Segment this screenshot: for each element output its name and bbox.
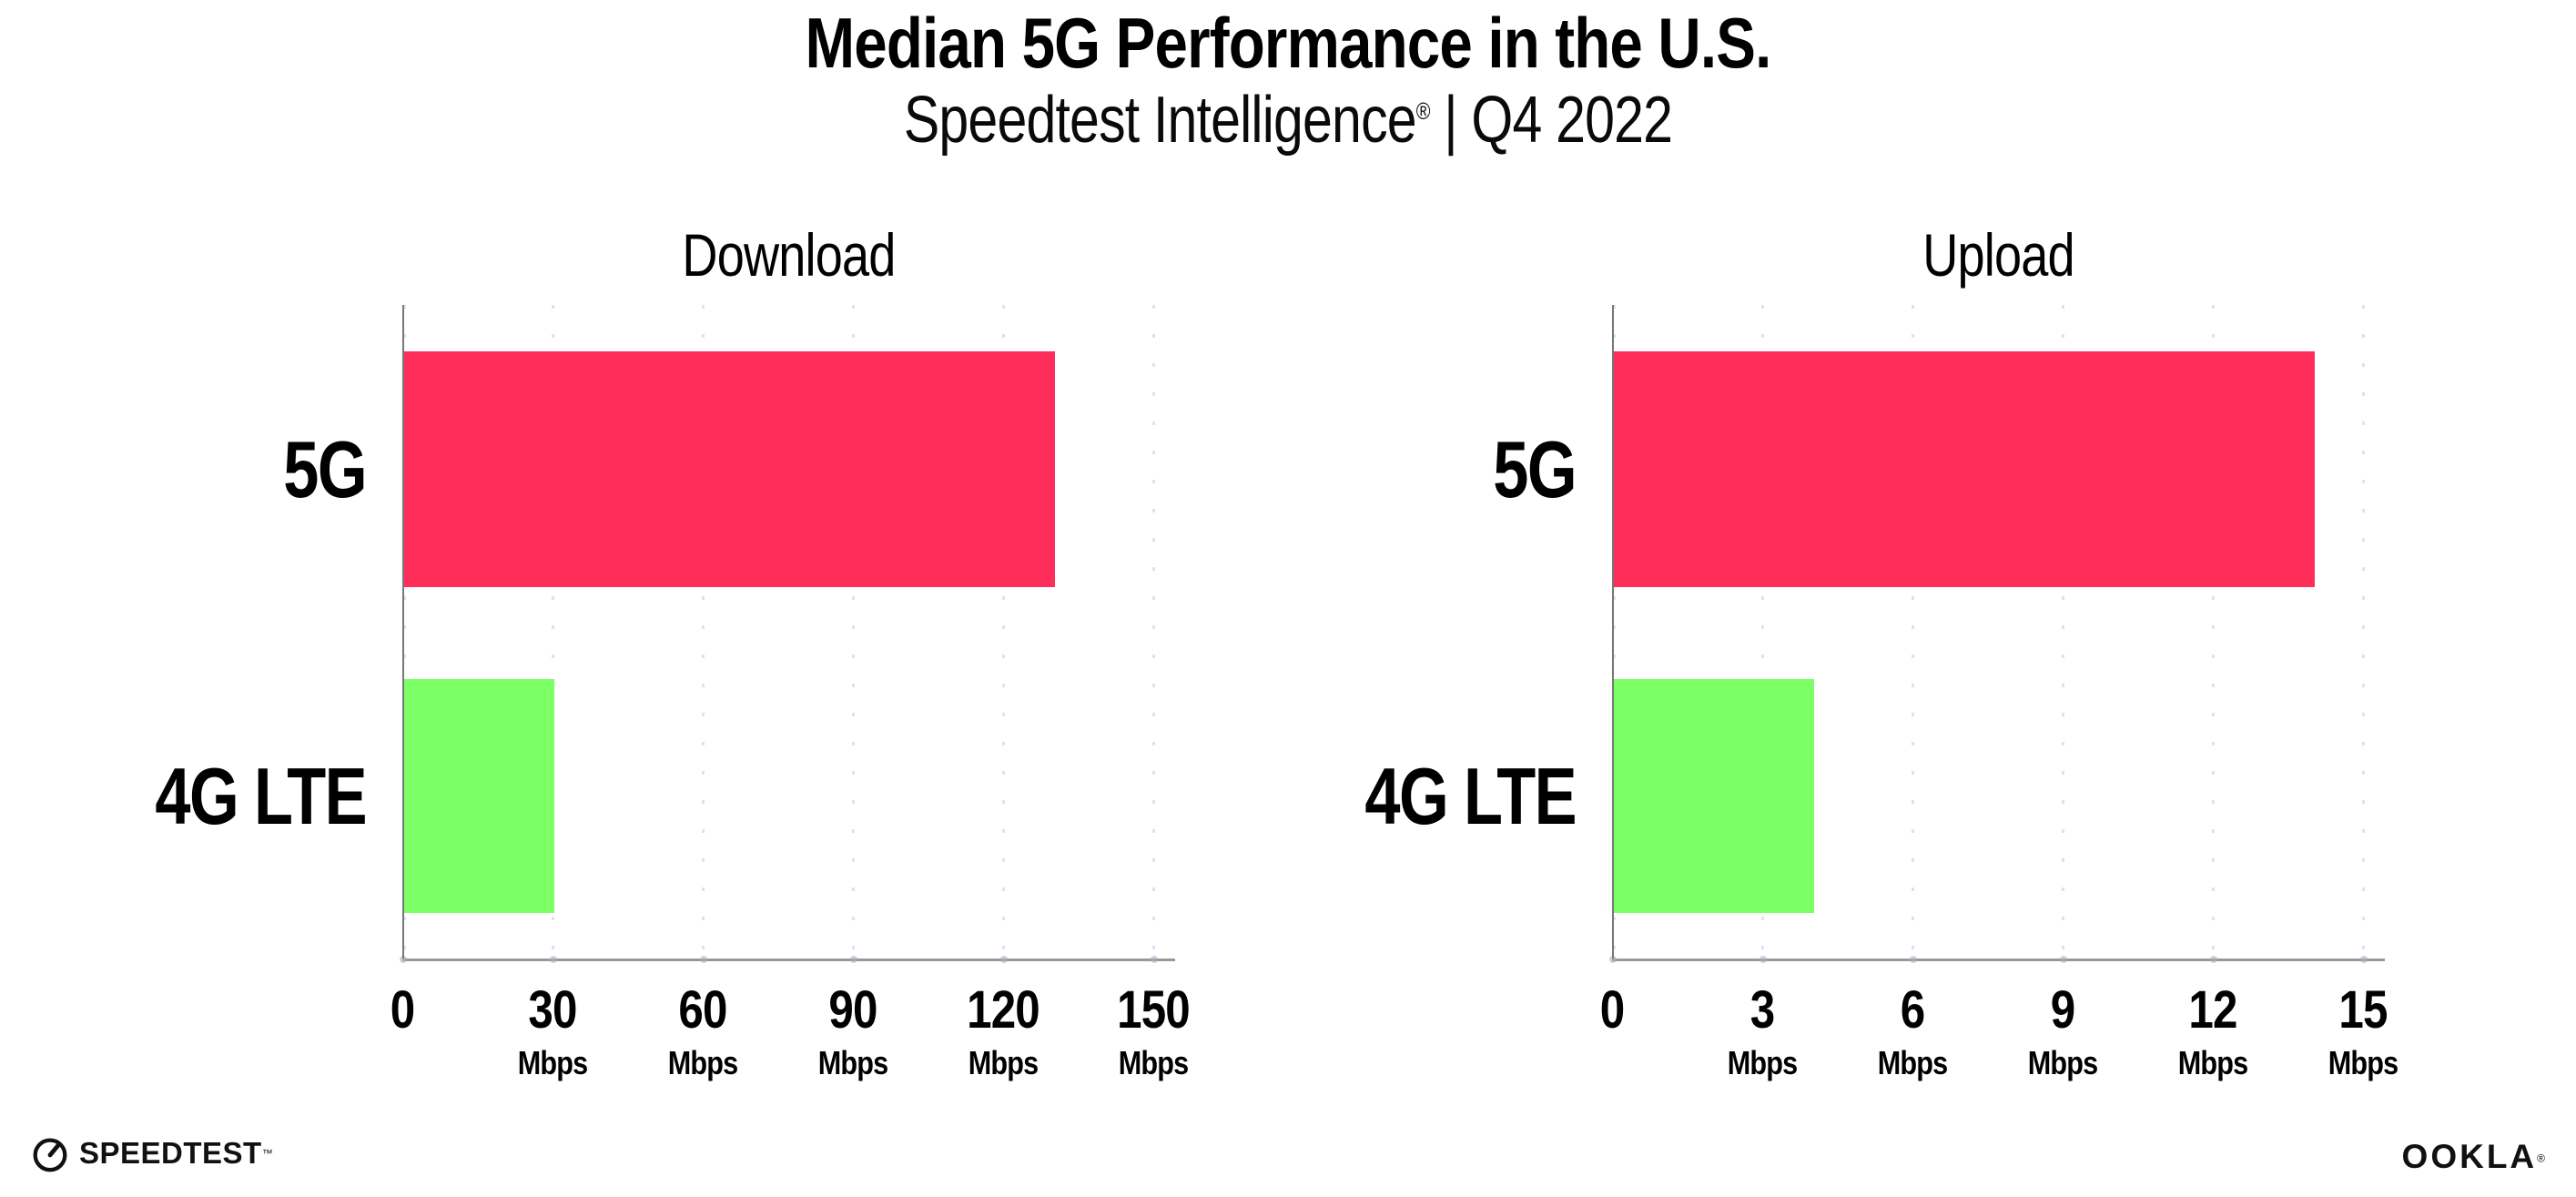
x-tick-label-15: 15 Mbps xyxy=(2272,983,2454,1081)
bar-5g xyxy=(404,351,1055,587)
axis-tick-x90 xyxy=(850,956,857,963)
category-label-4g-lte: 4G LTE xyxy=(155,750,367,841)
tick-value: 9 xyxy=(2050,980,2075,1040)
download-chart: Download 0 30 Mbps 60 Mbps 90 Mbps 120 Mbps 150 Mbp… xyxy=(155,221,1190,1081)
x-tick-label-0: 0 xyxy=(311,983,493,1038)
x-tick-label-6: 6 Mbps xyxy=(1821,983,2003,1081)
axis-tick-x15 xyxy=(2360,956,2368,963)
gridline-x30 xyxy=(552,305,554,959)
x-tick-label-9: 9 Mbps xyxy=(1972,983,2154,1081)
tick-unit: Mbps xyxy=(817,1044,888,1081)
y-axis-spine xyxy=(402,305,404,959)
axis-tick-x120 xyxy=(1000,956,1008,963)
x-tick-label-60: 60 Mbps xyxy=(612,983,794,1081)
registered-trademark-mark: ® xyxy=(1415,97,1431,125)
subtitle-period: | Q4 2022 xyxy=(1429,84,1673,157)
tick-value: 12 xyxy=(2188,980,2237,1040)
plot-area-upload xyxy=(1609,305,2385,963)
x-tick-label-3: 3 Mbps xyxy=(1671,983,1853,1081)
tick-unit: Mbps xyxy=(968,1044,1039,1081)
ookla-logo: OOKLA® xyxy=(2402,1138,2545,1176)
tick-value: 150 xyxy=(1117,980,1191,1040)
x-tick-label-0: 0 xyxy=(1521,983,1703,1038)
registered-trademark-mark: ® xyxy=(2537,1151,2545,1165)
category-label-5g: 5G xyxy=(1493,423,1577,514)
x-tick-label-12: 12 Mbps xyxy=(2122,983,2304,1081)
speedtest-logo: SPEEDTEST ™ xyxy=(29,1132,273,1174)
tick-unit: Mbps xyxy=(1727,1044,1798,1081)
chart-title-download: Download xyxy=(682,221,896,289)
tick-value: 15 xyxy=(2338,980,2388,1040)
axis-tick-x30 xyxy=(550,956,557,963)
category-label-4g-lte: 4G LTE xyxy=(1364,750,1577,841)
gridline-x6 xyxy=(1912,305,1914,959)
gridline-x150 xyxy=(1152,305,1155,959)
tick-unit: Mbps xyxy=(1118,1044,1189,1081)
tick-value: 0 xyxy=(1599,980,1625,1040)
gridline-x9 xyxy=(2062,305,2064,959)
category-label-5g: 5G xyxy=(283,423,367,514)
axis-tick-x9 xyxy=(2060,956,2067,963)
tick-value: 6 xyxy=(1900,980,1925,1040)
chart-title-upload: Upload xyxy=(1922,221,2074,289)
bar-4g-lte xyxy=(1614,679,1814,913)
gridline-x0 xyxy=(1613,305,1616,959)
gridline-x60 xyxy=(702,305,705,959)
axis-tick-x6 xyxy=(1910,956,1917,963)
tick-value: 60 xyxy=(678,980,727,1040)
gridline-x90 xyxy=(852,305,855,959)
x-tick-label-30: 30 Mbps xyxy=(461,983,644,1081)
tick-value: 3 xyxy=(1749,980,1775,1040)
tick-unit: Mbps xyxy=(517,1044,588,1081)
ookla-wordmark: OOKLA xyxy=(2401,1138,2538,1175)
upload-chart: Upload 0 3 Mbps 6 Mbps 9 Mbps 12 Mbps 15 Mbps 5G 4G L… xyxy=(1364,221,2399,1081)
tick-unit: Mbps xyxy=(667,1044,738,1081)
axis-tick-x12 xyxy=(2210,956,2217,963)
tick-value: 120 xyxy=(967,980,1040,1040)
bar-4g-lte xyxy=(404,679,554,913)
gridline-x3 xyxy=(1761,305,1764,959)
gridline-x12 xyxy=(2212,305,2215,959)
tick-unit: Mbps xyxy=(2328,1044,2399,1081)
axis-tick-x0 xyxy=(1609,956,1617,963)
bar-5g xyxy=(1614,351,2315,587)
tick-value: 0 xyxy=(390,980,415,1040)
gridline-x15 xyxy=(2362,305,2365,959)
tick-unit: Mbps xyxy=(1877,1044,1948,1081)
axis-tick-x60 xyxy=(700,956,707,963)
figure-subtitle: Speedtest Intelligence® | Q4 2022 xyxy=(232,87,2345,153)
gridline-x0 xyxy=(403,305,406,959)
speedtest-wordmark: SPEEDTEST xyxy=(79,1136,262,1170)
axis-tick-x0 xyxy=(400,956,407,963)
x-tick-label-150: 150 Mbps xyxy=(1062,983,1244,1081)
axis-tick-x150 xyxy=(1151,956,1158,963)
x-tick-label-90: 90 Mbps xyxy=(762,983,944,1081)
gridline-x120 xyxy=(1002,305,1005,959)
tick-unit: Mbps xyxy=(2177,1044,2248,1081)
subtitle-brand: Speedtest Intelligence xyxy=(903,84,1417,157)
tick-value: 90 xyxy=(828,980,877,1040)
tick-value: 30 xyxy=(528,980,577,1040)
figure-title: Median 5G Performance in the U.S. xyxy=(805,3,1772,83)
tick-unit: Mbps xyxy=(2027,1044,2098,1081)
speedtest-gauge-icon xyxy=(33,1138,67,1172)
plot-area-download xyxy=(400,305,1175,963)
axis-tick-x3 xyxy=(1760,956,1767,963)
x-tick-label-120: 120 Mbps xyxy=(912,983,1094,1081)
y-axis-spine xyxy=(1612,305,1614,959)
